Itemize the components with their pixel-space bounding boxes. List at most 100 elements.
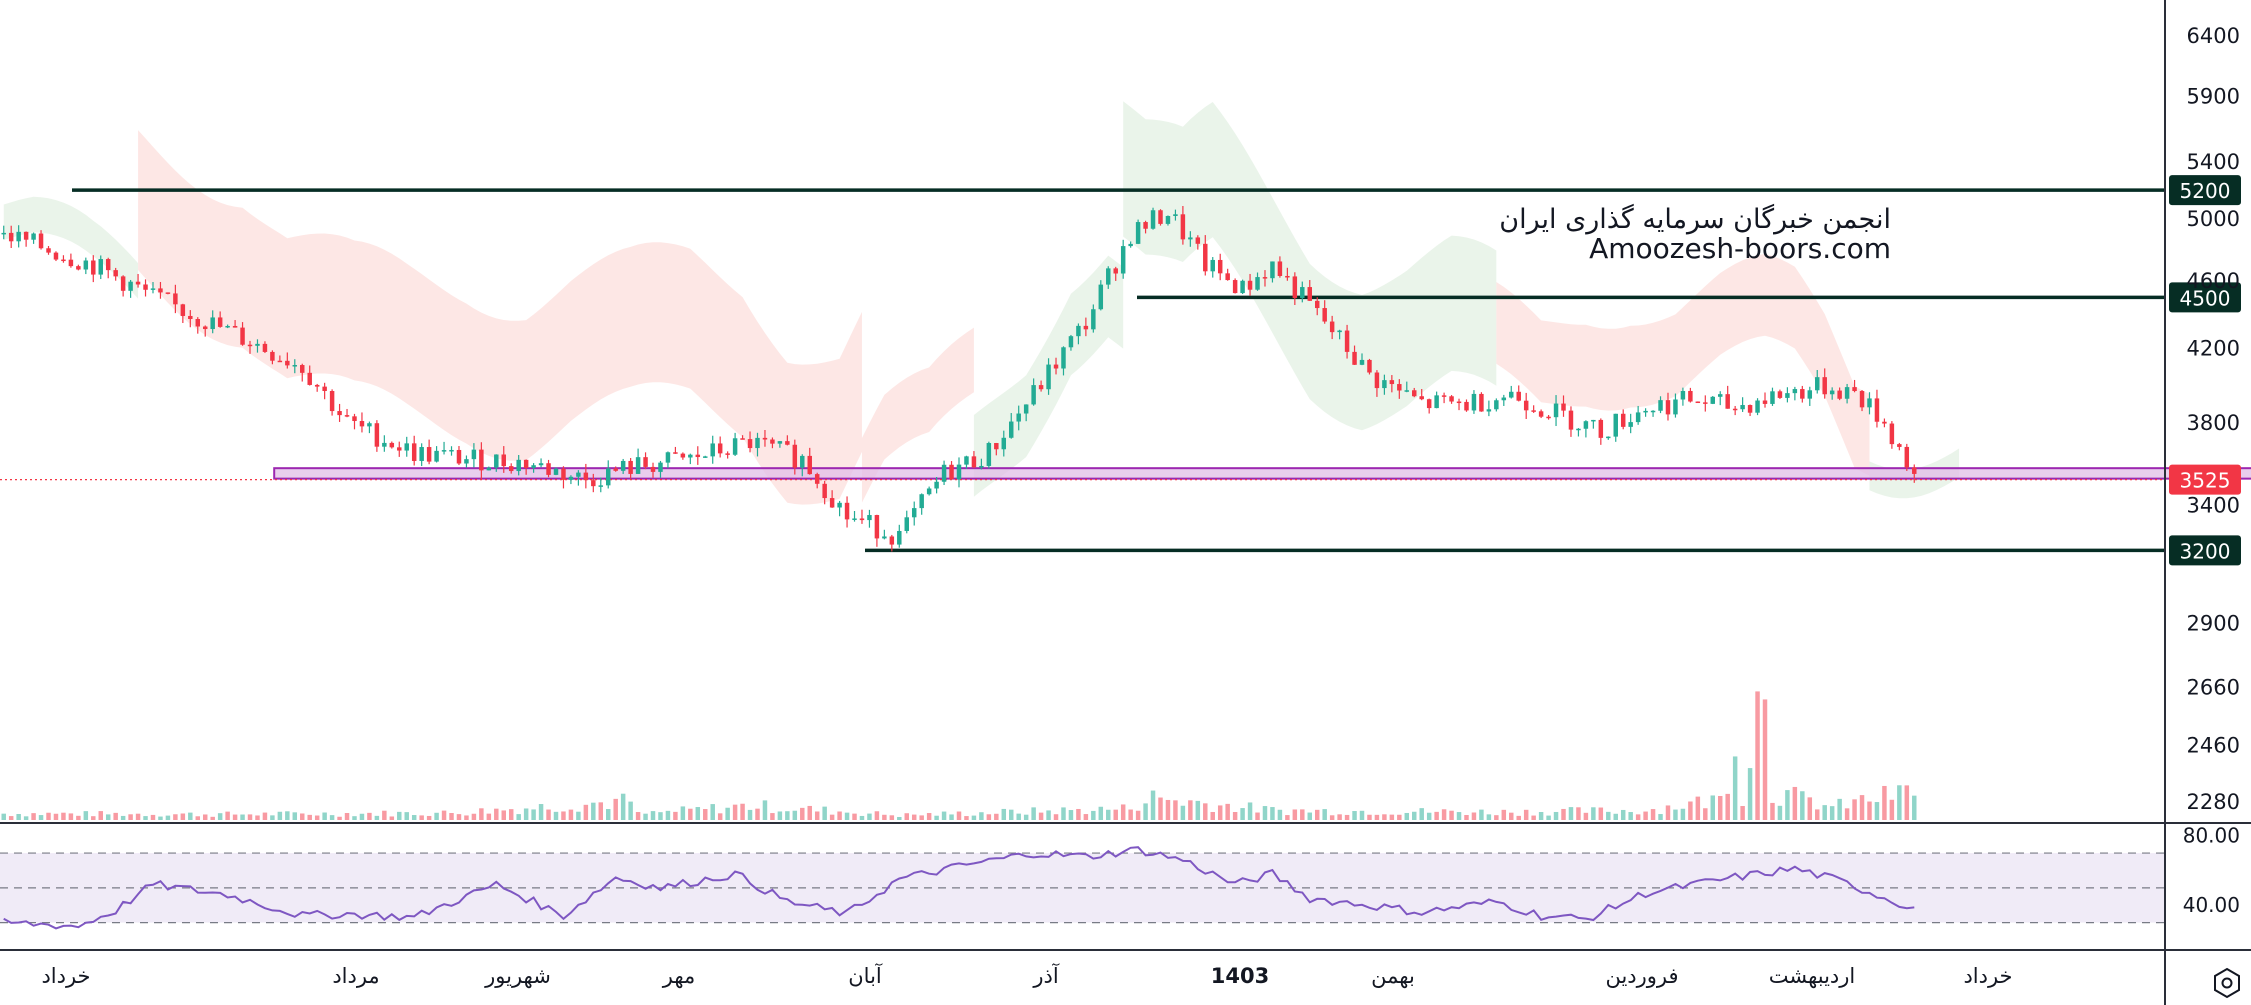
volume-bar [919, 815, 924, 820]
volume-bar [38, 815, 44, 820]
candle-body [986, 443, 992, 466]
candle-body [770, 439, 775, 444]
candle-body [1083, 325, 1089, 330]
candle-body [1673, 399, 1678, 415]
volume-bar [1486, 814, 1492, 820]
volume-bar [232, 814, 238, 820]
candle-body [807, 455, 812, 475]
volume-bar [1710, 795, 1716, 820]
candle-body [180, 304, 186, 316]
candle-body [1165, 215, 1171, 224]
candle-body [680, 453, 686, 458]
candle-body [814, 474, 820, 484]
volume-bar [188, 812, 193, 820]
volume-bar [1859, 795, 1865, 820]
volume-bar [1867, 801, 1872, 820]
price-tick: 5000 [2187, 207, 2240, 231]
watermark-title: انجمن خبرگان سرمایه گذاری ایران [1499, 204, 1891, 235]
volume-bar [16, 814, 21, 820]
volume-bar [882, 814, 887, 820]
volume-bar [449, 813, 454, 820]
candle-body [113, 270, 118, 277]
candle-body [1247, 280, 1253, 290]
price-tick: 6400 [2187, 24, 2240, 48]
candle-body [225, 325, 230, 328]
volume-bar [859, 815, 865, 820]
volume-bar [934, 815, 939, 820]
candle-body [1635, 412, 1641, 423]
volume-bar [217, 813, 223, 820]
candle-body [1352, 351, 1357, 365]
volume-bar [911, 814, 917, 820]
volume-bar [1680, 808, 1686, 820]
volume-bar [1217, 805, 1223, 820]
candle-body [695, 454, 701, 458]
candle-body [598, 485, 604, 487]
candle-body [1285, 275, 1290, 278]
volume-bar [1546, 815, 1551, 820]
candle-body [486, 467, 492, 471]
candle-body [1217, 259, 1223, 274]
candle-body [1344, 330, 1350, 352]
candle-body [561, 468, 566, 480]
candle-body [1367, 359, 1372, 373]
candle-body [1874, 398, 1880, 422]
volume-bar [1553, 811, 1559, 820]
candle-body [755, 437, 760, 449]
volume-bar [1494, 815, 1499, 820]
candle-body [703, 456, 708, 458]
candle-body [1389, 380, 1395, 385]
volume-bar [1762, 699, 1768, 820]
candle-body [1419, 396, 1424, 400]
support-zone[interactable] [273, 467, 2251, 480]
candle-body [210, 317, 215, 330]
volume-bar [255, 815, 260, 820]
candle-body [292, 365, 298, 367]
candle-body [397, 447, 402, 451]
candle-body [926, 488, 932, 495]
candle-body [105, 259, 111, 271]
candle-body [1016, 413, 1021, 422]
volume-bar [1397, 814, 1402, 820]
candle-body [785, 441, 790, 445]
volume-bar [1643, 811, 1648, 820]
candle-body [61, 259, 66, 262]
last-price-label: 3525 [2180, 469, 2231, 493]
candle-body [523, 459, 529, 468]
candle-body [1859, 391, 1865, 408]
candle-body [1546, 416, 1551, 419]
candle-body [1, 232, 6, 235]
volume-bar [725, 807, 730, 820]
candle-body [1785, 393, 1790, 398]
candle-body [329, 391, 335, 412]
volume-bar [68, 813, 74, 820]
candle-body [994, 443, 999, 450]
price-tick: 5400 [2187, 150, 2240, 174]
time-label: خرداد [41, 964, 90, 988]
volume-bar [292, 812, 298, 820]
candle-body [1053, 364, 1059, 369]
candle-body [1434, 395, 1439, 409]
volume-bar [1822, 805, 1827, 820]
candle-body [1717, 394, 1723, 397]
candle-body [1098, 284, 1104, 310]
volume-bar [329, 815, 335, 820]
candle-body [1240, 280, 1245, 294]
hexagon-settings-icon[interactable] [2209, 965, 2245, 1001]
volume-bar [1061, 807, 1066, 820]
candle-body [1426, 399, 1432, 409]
volume-bar [1606, 811, 1611, 820]
candle-body [389, 442, 395, 448]
candle-body [1568, 410, 1574, 430]
volume-bar [1389, 814, 1395, 820]
price-tick: 5900 [2187, 84, 2240, 108]
level-label-5200: 5200 [2180, 179, 2231, 203]
candle-body [949, 464, 954, 480]
volume-bar [150, 814, 156, 820]
volume-bar [904, 813, 909, 820]
candle-body [1359, 359, 1365, 365]
support-zone-rect[interactable] [273, 467, 2251, 480]
candle-body [919, 494, 924, 509]
volume-bar [1240, 808, 1245, 820]
